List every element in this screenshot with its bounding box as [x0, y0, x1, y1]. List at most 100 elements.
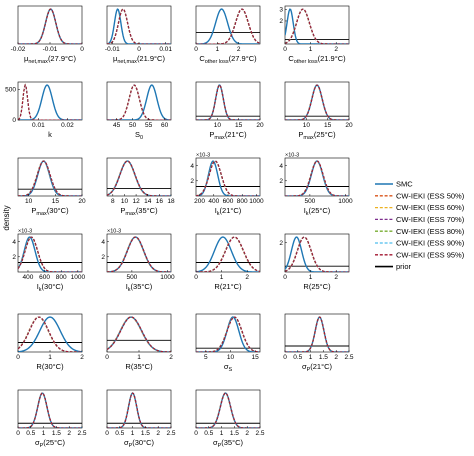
series-smc	[107, 236, 171, 272]
series-cw-ieki-ess-95	[196, 84, 260, 120]
series-cw-ieki-ess-50	[107, 392, 171, 428]
panel-ik-21-c: 200 400 600 800 1000 2 4×10-3 Ik(21°C)	[190, 153, 264, 218]
series-cw-ieki-ess-80	[196, 316, 260, 352]
series-smc	[196, 160, 260, 196]
panel-r-21-c: 0 1 2R(21°C)	[194, 233, 261, 291]
x-tick-label: 1	[131, 430, 135, 437]
series-cw-ieki-ess-95	[107, 84, 171, 120]
series-smc	[107, 8, 171, 44]
series-cw-ieki-ess-60	[18, 8, 82, 44]
x-tick-label: 60	[161, 122, 169, 129]
plot-frame	[284, 5, 350, 45]
series-cw-ieki-ess-95	[107, 392, 171, 428]
x-tick-label: 1.5	[52, 430, 61, 437]
x-tick-label: 18	[167, 198, 175, 205]
legend: SMC CW-IEKI (ESS 50%) CW-IEKI (ESS 60%) CW-…	[373, 176, 471, 277]
series-cw-ieki-ess-80	[107, 316, 171, 352]
series-cw-ieki-ess-90	[18, 8, 82, 44]
panel-pmax-30-c: 10 15 20 Pmax(30°C)	[17, 157, 86, 217]
series-smc	[285, 84, 349, 120]
x-axis-label: μnet,max(21.9°C)	[113, 54, 165, 65]
series-cw-ieki-ess-60	[196, 316, 260, 352]
series-cw-ieki-ess-80	[285, 160, 349, 196]
x-tick-label: 10	[303, 122, 311, 129]
series-cw-ieki-ess-50	[18, 8, 82, 44]
x-tick-label: 2	[169, 354, 173, 361]
series-cw-ieki-ess-95	[107, 236, 171, 272]
x-axis-label: σP(35°C)	[213, 438, 244, 449]
x-tick-label: 1	[216, 46, 220, 53]
series-cw-ieki-ess-60	[285, 160, 349, 196]
x-tick-label: 2	[237, 46, 241, 53]
x-tick-label: 400	[208, 198, 219, 205]
series-cw-ieki-ess-70	[107, 316, 171, 352]
y-multiplier: ×10-3	[196, 153, 210, 159]
panel-cother-loss-21-9-c: 0 1 2 2 3 Cother loss(21.9°C)	[279, 5, 350, 65]
x-tick-label: 0.5	[26, 430, 35, 437]
series-cw-ieki-ess-50	[285, 8, 349, 44]
series-cw-ieki-ess-95	[18, 236, 82, 272]
plot-frame	[284, 157, 350, 197]
legend-item-smc: SMC	[375, 180, 413, 189]
series-cw-ieki-ess-70	[285, 84, 349, 120]
x-tick-label: 10	[227, 354, 235, 361]
plot-frame	[106, 313, 172, 353]
y-tick-label: 2	[190, 178, 194, 185]
series-cw-ieki-ess-95	[285, 236, 349, 272]
series-cw-ieki-ess-95	[196, 160, 260, 196]
series-cw-ieki-ess-90	[285, 160, 349, 196]
series-cw-ieki-ess-90	[196, 160, 260, 196]
x-tick-label: 2.5	[344, 354, 353, 361]
x-tick-label: 2	[245, 430, 249, 437]
series-cw-ieki-ess-95	[107, 160, 171, 196]
y-tick-label: 500	[5, 87, 16, 94]
x-tick-label: 2	[334, 274, 338, 281]
series-cw-ieki-ess-90	[107, 8, 171, 44]
plot-frame	[195, 313, 261, 353]
x-tick-label: -0.01	[43, 46, 58, 53]
panel-r-35-c: 0 1 2 R(35°C)	[105, 313, 173, 371]
plot-frame	[17, 157, 83, 197]
plot-frame	[195, 389, 261, 429]
y-tick-label: 0	[12, 117, 16, 124]
series-cw-ieki-ess-60	[107, 236, 171, 272]
plot-frame	[106, 389, 172, 429]
x-tick-label: 55	[145, 122, 153, 129]
plot-frame	[106, 157, 172, 197]
legend-item-cw-ieki-ess-70: CW-IEKI (ESS 70%)	[375, 215, 465, 224]
x-tick-label: 50	[129, 122, 137, 129]
x-tick-label: 10	[25, 198, 33, 205]
y-tick-label: 2	[101, 254, 105, 261]
series-cw-ieki-ess-60	[18, 392, 82, 428]
series-cw-ieki-ess-80	[18, 8, 82, 44]
series-cw-ieki-ess-60	[107, 8, 171, 44]
series-cw-ieki-ess-70	[18, 392, 82, 428]
x-tick-label: 0.01	[159, 46, 172, 53]
series-cw-ieki-ess-70	[107, 160, 171, 196]
series-cw-ieki-ess-50	[196, 84, 260, 120]
series-smc	[285, 236, 349, 272]
panel-pmax-35-c: 8 10 12 14 16 18 Pmax(35°C)	[106, 157, 175, 217]
legend-label: CW-IEKI (ESS 70%)	[396, 215, 465, 224]
series-cw-ieki-ess-60	[285, 8, 349, 44]
series-smc	[18, 8, 82, 44]
series-cw-ieki-ess-50	[196, 316, 260, 352]
x-axis-label: σP(30°C)	[124, 438, 155, 449]
x-tick-label: 600	[39, 274, 50, 281]
series-cw-ieki-ess-80	[107, 236, 171, 272]
x-tick-label: 400	[23, 274, 34, 281]
series-cw-ieki-ess-50	[285, 84, 349, 120]
x-tick-label: 10	[121, 198, 129, 205]
panel-s: 5 10 15 σS	[195, 313, 261, 373]
x-axis-label: Pmax(25°C)	[298, 130, 336, 141]
x-axis-label: R(35°C)	[125, 362, 153, 371]
series-cw-ieki-ess-70	[18, 8, 82, 44]
series-cw-ieki-ess-80	[285, 84, 349, 120]
panel-p-25-c: 0 0.5 1 1.5 2 2.5 σP(25°C)	[16, 389, 87, 449]
plot-frame	[195, 157, 261, 197]
series-cw-ieki-ess-70	[285, 160, 349, 196]
y-multiplier: ×10-3	[285, 153, 299, 159]
legend-label: CW-IEKI (ESS 90%)	[396, 239, 465, 248]
